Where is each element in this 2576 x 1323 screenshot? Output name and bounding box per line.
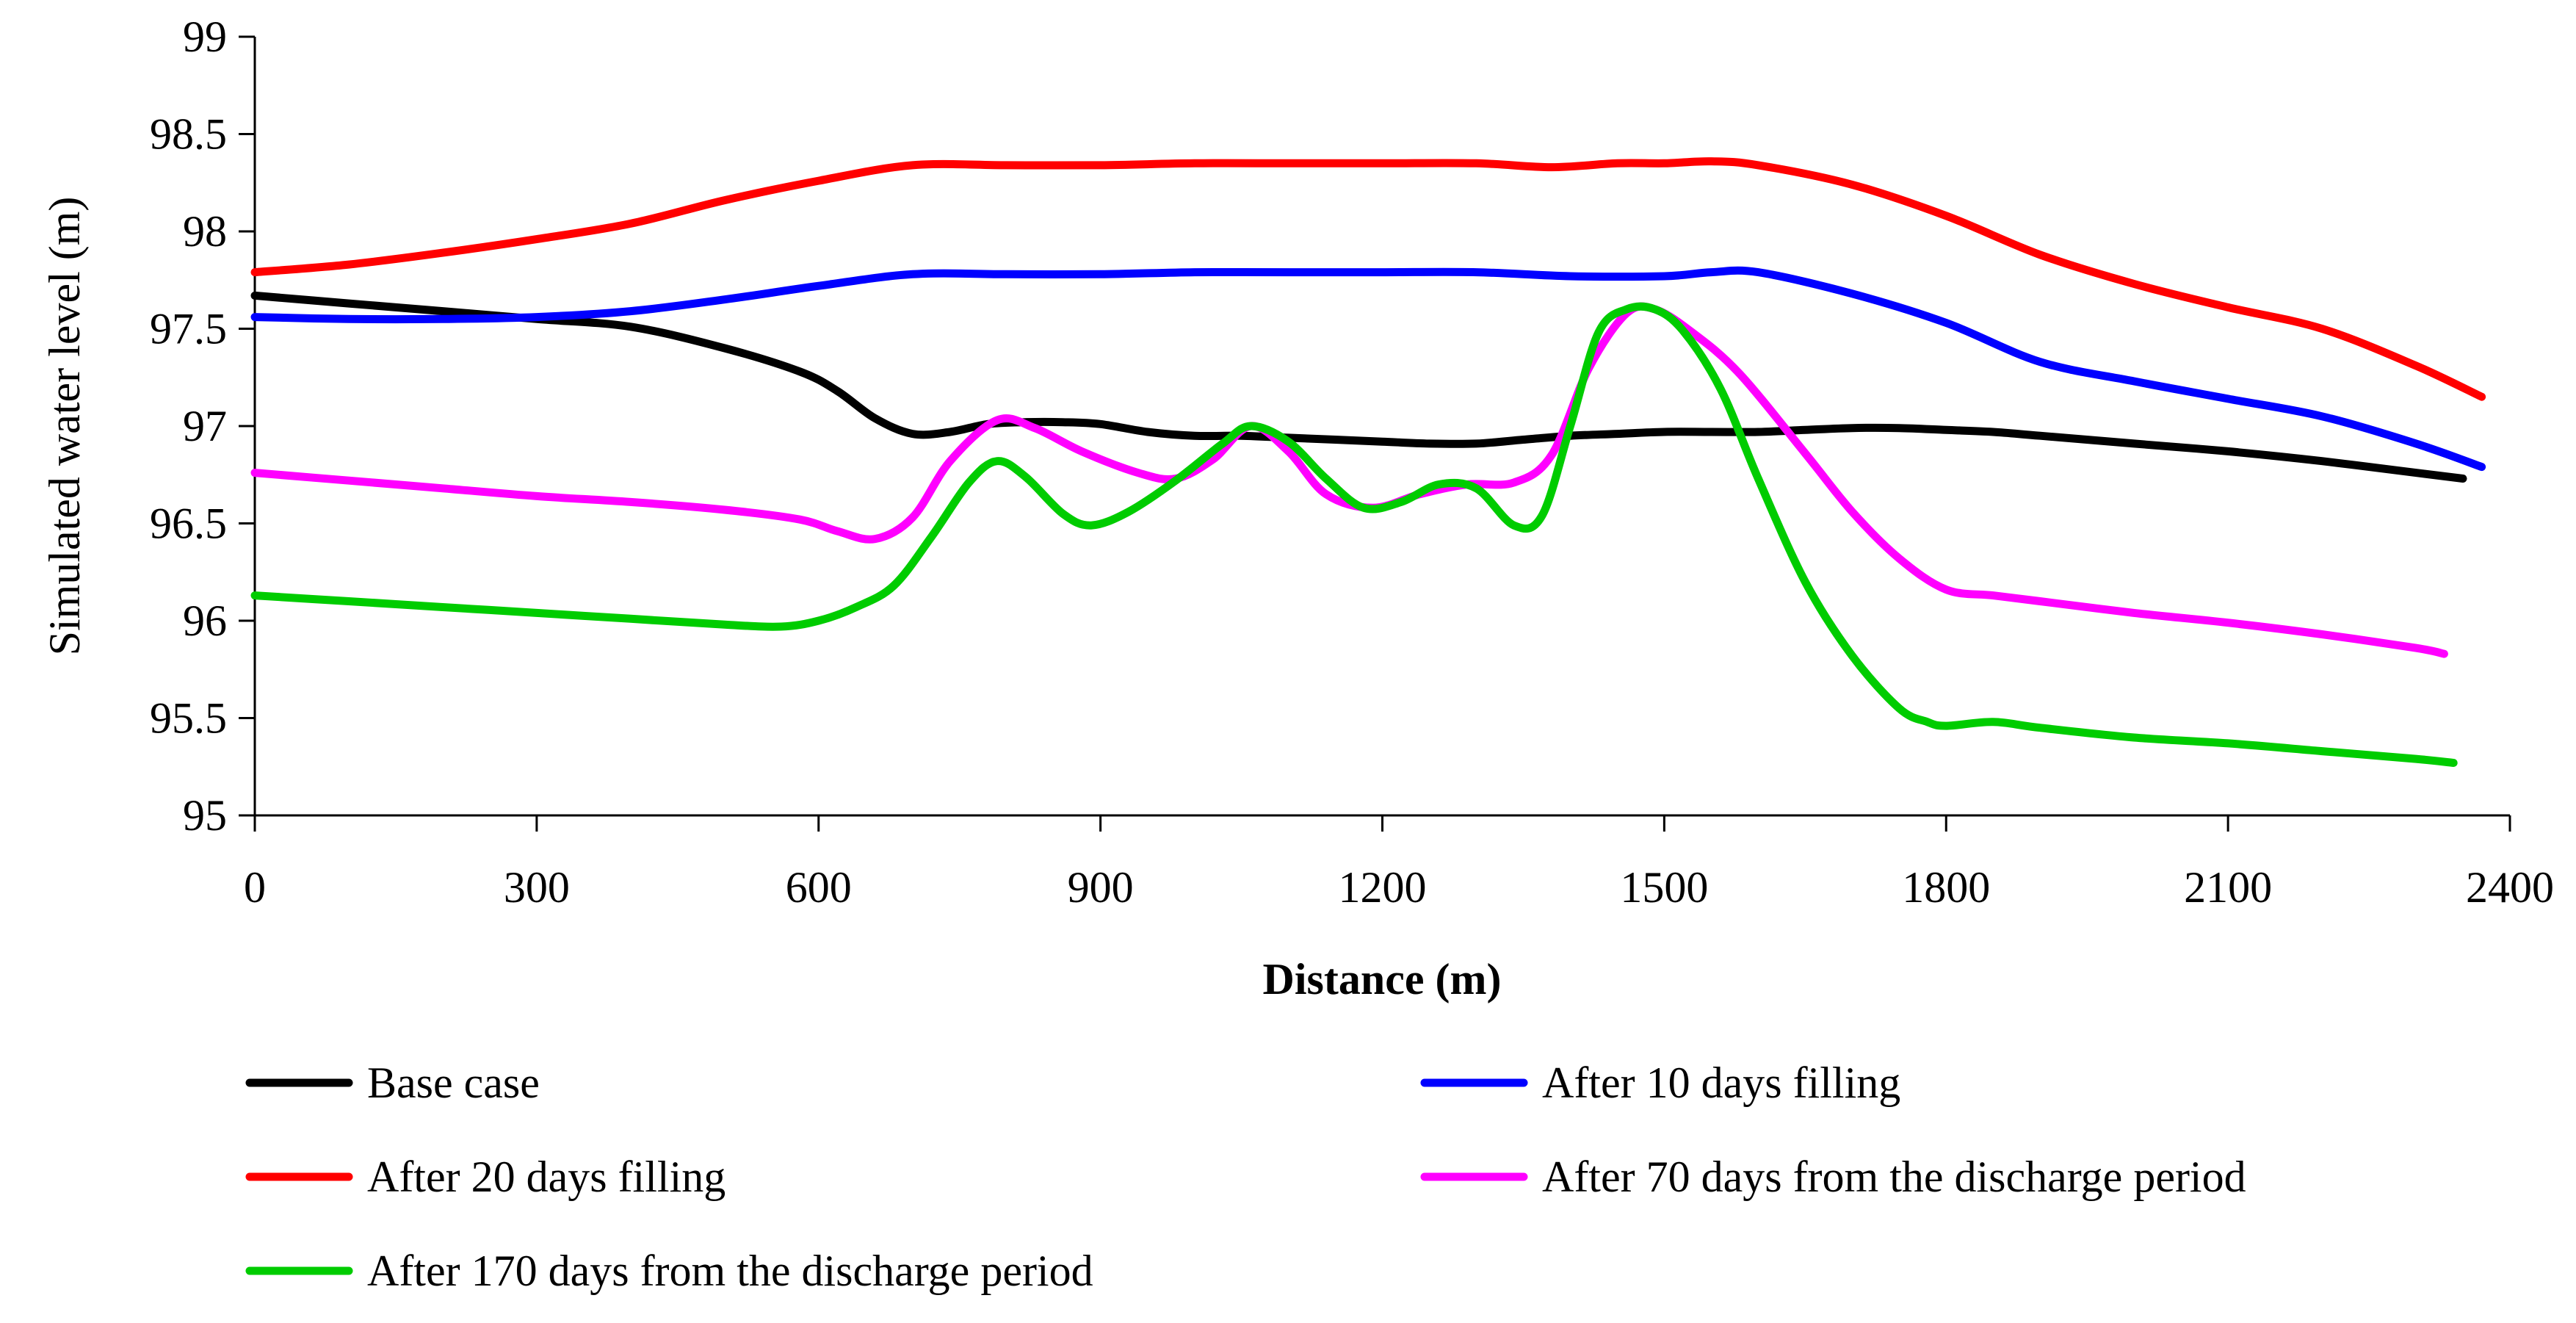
legend-label: Base case [367,1059,540,1107]
legend-item: After 170 days from the discharge period [245,1247,1093,1295]
series-line-4 [250,302,2448,658]
series-line-5 [250,302,2458,767]
x-tick-label: 2100 [2184,863,2272,912]
legend-item: Base case [245,1059,540,1107]
legend-label: After 70 days from the discharge period [1542,1153,2246,1201]
y-tick-label: 97 [183,402,227,450]
x-tick-label: 1500 [1620,863,1708,912]
x-tick-label: 600 [786,863,852,912]
x-tick-label: 2400 [2466,863,2554,912]
x-axis-ticks: 0 300 600 900 1200 1500 1800 2100 2400 [244,815,2554,912]
plot-area: 95 95.5 96 96.5 97 97.5 98 98.5 99 0 300 600 900 120… [150,12,2554,912]
y-axis-ticks: 95 95.5 96 96.5 97 97.5 98 98.5 99 [150,12,255,840]
legend-item: After 20 days filling [245,1153,726,1201]
y-tick-label: 97.5 [150,305,227,353]
x-tick-label: 900 [1068,863,1134,912]
legend-item: After 10 days filling [1420,1059,1900,1107]
y-tick-label: 96 [183,596,227,645]
x-tick-label: 300 [504,863,570,912]
series-line-1 [250,291,2467,483]
series-lines [250,157,2486,767]
y-axis-title: Simulated water level (m) [40,197,89,656]
legend-label: After 10 days filling [1542,1059,1900,1107]
series-line-2 [250,266,2486,472]
y-tick-label: 95.5 [150,694,227,743]
legend-item: After 70 days from the discharge period [1420,1153,2246,1201]
y-tick-label: 96.5 [150,500,227,548]
y-tick-label: 99 [183,12,227,61]
x-tick-label: 0 [244,863,266,912]
x-axis-title: Distance (m) [1263,955,1502,1003]
y-tick-label: 98.5 [150,110,227,159]
legend: Base case After 10 days filling After 20 d… [245,1059,2246,1295]
x-tick-label: 1800 [1902,863,1990,912]
x-tick-label: 1200 [1339,863,1427,912]
legend-label: After 170 days from the discharge period [367,1247,1093,1295]
y-tick-label: 95 [183,791,227,840]
legend-label: After 20 days filling [367,1153,726,1201]
y-tick-label: 98 [183,207,227,256]
series-line-3 [250,157,2486,401]
